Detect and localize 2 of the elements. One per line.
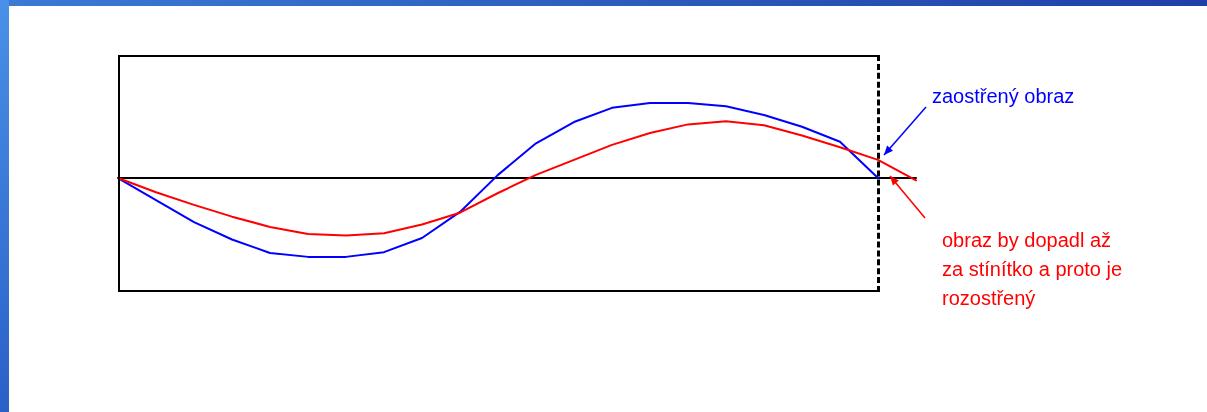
text: zaostřený obraz: [932, 84, 1075, 109]
text: obraz by dopadl až za stínítko a proto je rozostřený: [942, 228, 1123, 311]
